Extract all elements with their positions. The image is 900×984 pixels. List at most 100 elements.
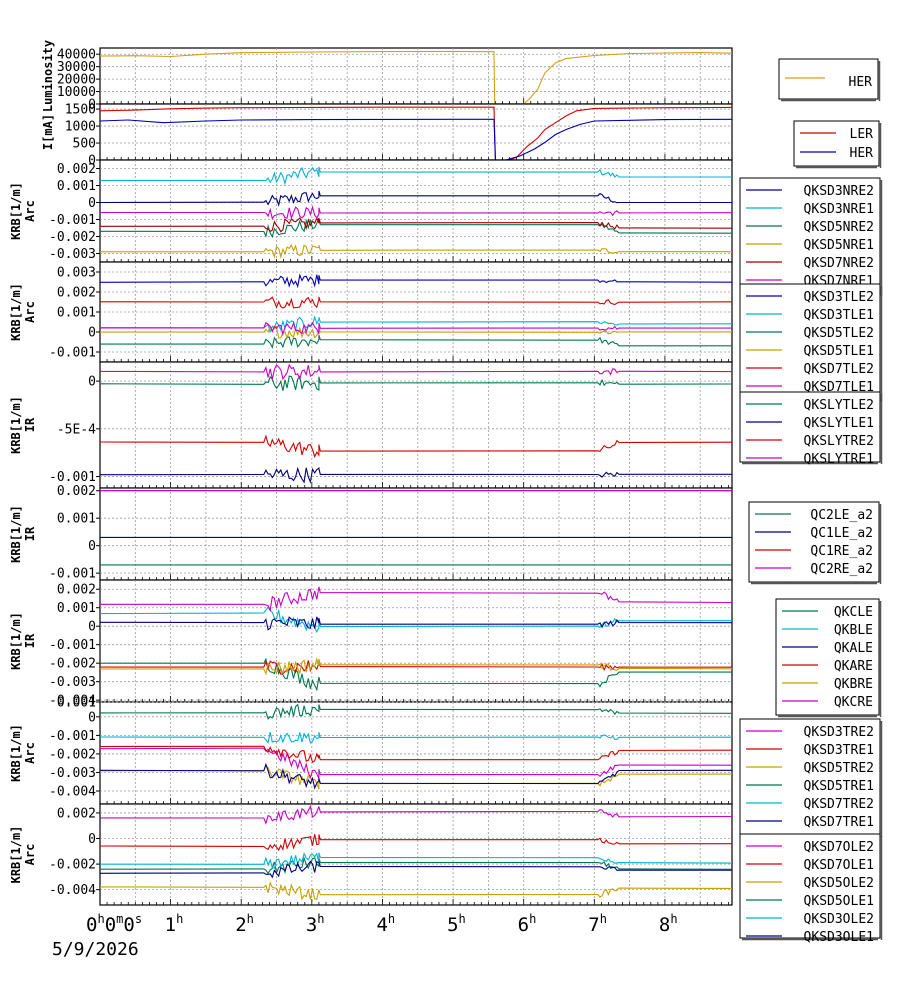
series-line-qksd5ole2 [100,880,732,901]
y-tick-label: 0.002 [57,162,96,177]
y-tick-label: 0 [88,710,96,725]
y-tick-label: -0.003 [49,766,96,781]
y-tick-label: -5E-4 [57,422,96,437]
series-line-qksd3tle2 [100,273,732,289]
legend-label: QKSD3TLE1 [804,308,874,323]
x-tick-label: 7h [588,912,607,936]
x-tick-label: 8h [659,912,678,936]
series-line-qksd7tre2 [100,731,732,744]
y-tick-label: 0.001 [57,696,96,711]
y-axis-label: KRB[1/m] [9,182,23,240]
legend-label: QC1RE_a2 [810,544,873,559]
legend-label: LER [850,127,874,142]
series-line-ler [100,106,732,160]
y-tick-label: 10000 [57,85,96,100]
legend-box [739,833,881,939]
panel-8: -0.004 -0.003 -0.002 -0.001 00.001 KRB[1/m] Ar… [9,696,733,805]
y-tick-label: -0.001 [49,729,96,744]
legend-label: QKSLYTRE1 [804,452,874,467]
y-tick-label: 0 [88,539,96,554]
series-line-qksd7nre1 [100,205,732,220]
series-line-qksd7tle1 [100,321,732,337]
legend-label: QKSD5TRE2 [804,761,874,776]
y-tick-label: -0.001 [49,213,96,228]
y-tick-label: -0.001 [49,346,96,361]
legend-label: QKSD5NRE2 [804,220,874,235]
y-tick-label: 0 [88,375,96,390]
legend-box [748,501,880,583]
legend-box [739,718,881,836]
legend-label: QKSD7OLE2 [804,840,874,855]
y-axis-label: Arc [23,301,37,323]
legend-box [793,120,880,167]
legend-label: QKSLYTLE1 [804,416,874,431]
x-axis: 0h0m0s 1h 2h 3h 4h 5h 6h 7h 8h 5/9/2026 [52,912,678,960]
series-line-qksd5tre1 [100,703,732,720]
series-line-qksd3ole2 [100,852,732,869]
y-axis-label: KRB[1/m] [9,612,23,670]
series-line-qkble [100,606,732,633]
legend-label: QKSLYTLE2 [804,398,874,413]
series-line-qksd5tle1 [100,325,732,340]
legend-label: QKSD7NRE2 [804,256,874,271]
legend: QKCLE QKBLE QKALE QKARE QKBRE QKCRE [775,598,882,718]
legend-label: QKALE [834,641,873,656]
panel-6: -0.001 0 0.001 0.002 KRB[1/m] IR [9,484,733,582]
y-tick-label: 20000 [57,73,96,88]
legend-label: QKCRE [834,695,873,710]
series-line-qkcre [100,586,732,613]
series-line-qksd7tle2 [100,296,732,309]
y-axis-label: IR [23,417,37,432]
y-tick-label: -0.001 [49,567,96,582]
series-line-qksd3tre1 [100,745,732,764]
legend-label: QKSD3NRE1 [804,202,874,217]
panel-frame [99,103,733,161]
panel-frame [99,487,733,581]
y-tick-label: -0.001 [49,470,96,485]
series-line-qkslytle1 [100,466,732,484]
legend-label: QKSD5TLE1 [804,344,874,359]
series-line-qksd7ole2 [100,804,732,826]
y-tick-label: -0.003 [49,247,96,262]
y-tick-label: -0.002 [49,230,96,245]
y-tick-label: 0 [88,832,96,847]
panel-frame [99,47,733,105]
legend-label: QKSD7OLE1 [804,858,874,873]
series-line-qkbre [100,657,732,676]
legend-label: QKBLE [834,623,873,638]
y-axis-label: Arc [23,844,37,866]
series-line-qksd5tle2 [100,334,732,349]
panel-9: -0.004 -0.002 0 0.002 KRB[1/m] Arc [9,803,733,906]
y-axis-label: KRB[1/m] [9,396,23,454]
legend-label: QC1LE_a2 [810,526,873,541]
y-axis-label: IR [23,633,37,648]
legend: QKSD3TLE2 QKSD3TLE1 QKSD5TLE2 QKSD5TLE1 QKSD… [739,283,883,403]
legend-label: QKSD3OLE2 [804,912,874,927]
series-line-qksd7nre2 [100,216,732,233]
series-line-qkale [100,616,732,631]
y-tick-label: -0.004 [49,883,96,898]
panel-7: -0.004 -0.003 -0.002 -0.001 0 0.001 0.002 KRB[1… [9,579,733,709]
series-line-qksd5ole1 [100,856,732,875]
series-line-qkcle [100,657,732,692]
y-tick-label: 30000 [57,60,96,75]
x-tick-label: 6h [518,912,537,936]
legend-label: HER [850,146,874,161]
y-tick-label: 0 [88,326,96,341]
legend-label: QKSD5OLE1 [804,894,874,909]
legend-label: QKCLE [834,605,873,620]
y-axis-label: Arc [23,742,37,764]
y-tick-label: -0.004 [49,785,96,800]
y-tick-label: -0.001 [49,638,96,653]
panel-4: -0.001 0 0.001 0.002 0.003 KRB[1/m] Arc [9,261,733,363]
y-axis-label: KRB[1/m] [9,283,23,341]
legend: QC2LE_a2 QC1LE_a2 QC1RE_a2 QC2RE_a2 [748,501,882,585]
series-line-qksd7tre1 [100,762,732,790]
series-line-qksd3nre1 [100,166,732,186]
legend-label: QC2LE_a2 [810,508,873,523]
y-tick-label: 0.001 [57,512,96,527]
y-tick-label: 40000 [57,48,96,63]
legend-box [739,283,881,401]
